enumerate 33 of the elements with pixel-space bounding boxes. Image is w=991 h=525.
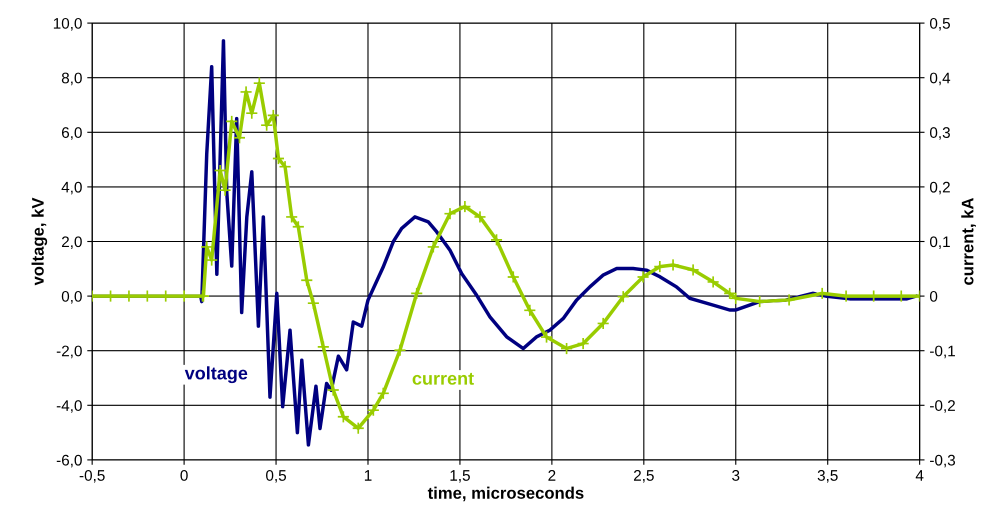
series-label: voltage	[184, 366, 248, 384]
y-tick-label: -4,0	[56, 400, 82, 413]
series-label: current	[412, 372, 474, 385]
y2-tick-label: 0	[930, 290, 938, 302]
y2-tick-label: 0,4	[930, 72, 950, 86]
y2-axis-title: current, kA	[961, 198, 976, 285]
y-tick-label: 6,0	[62, 127, 82, 140]
x-tick-label: 3,5	[818, 470, 838, 483]
x-tick-label: 1	[364, 470, 372, 481]
y2-tick-label: -0,1	[930, 346, 955, 358]
y-tick-label: -6,0	[56, 454, 82, 468]
y-tick-label: 10,0	[54, 18, 82, 31]
x-tick-label: -0,5	[80, 470, 105, 483]
y2-tick-label: 0,3	[930, 127, 950, 140]
x-tick-label: 4	[916, 470, 924, 481]
x-tick-label: 3	[732, 470, 740, 481]
x-tick-label: 1,5	[450, 470, 470, 483]
y2-tick-label: 0,1	[930, 236, 950, 249]
x-tick-label: 2	[548, 470, 556, 481]
y2-tick-label: -0,2	[930, 400, 955, 413]
y-tick-label: 8,0	[62, 72, 82, 86]
y-tick-label: 2,0	[62, 236, 82, 249]
y-tick-label: 4,0	[62, 182, 82, 194]
x-tick-label: 0	[180, 470, 188, 481]
y2-tick-label: 0,5	[930, 18, 950, 31]
y2-tick-label: 0,2	[930, 182, 950, 194]
x-tick-label: 0,5	[266, 470, 286, 483]
y-tick-label: 0,0	[62, 290, 82, 304]
y-tick-label: -2,0	[56, 346, 82, 358]
x-axis-title: time, microseconds	[428, 486, 584, 502]
y2-tick-label: -0,3	[930, 454, 956, 468]
x-tick-label: 2,5	[634, 470, 654, 483]
y-axis-title: voltage, kV	[32, 198, 48, 286]
